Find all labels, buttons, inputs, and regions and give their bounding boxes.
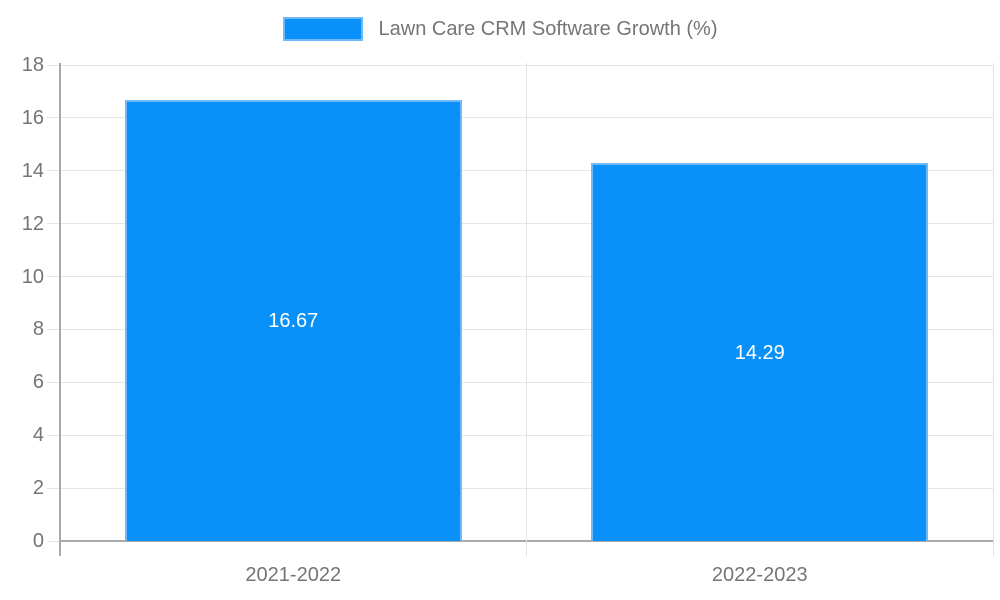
bar[interactable]: 14.29 bbox=[591, 163, 929, 541]
y-tick-mark bbox=[47, 170, 60, 172]
y-tick-label: 18 bbox=[21, 54, 44, 76]
y-tick-label: 10 bbox=[21, 265, 44, 288]
y-tick-label: 0 bbox=[32, 530, 44, 552]
x-category-label: 2022-2023 bbox=[711, 564, 808, 586]
y-tick-mark bbox=[47, 276, 60, 278]
bar[interactable]: 16.67 bbox=[124, 100, 462, 541]
y-tick-mark bbox=[47, 117, 60, 119]
y-tick-label: 4 bbox=[32, 424, 44, 447]
x-category-label: 2021-2022 bbox=[245, 564, 342, 586]
y-tick-label: 12 bbox=[21, 212, 44, 235]
y-tick-mark bbox=[47, 381, 60, 383]
category-boundary-line bbox=[526, 63, 527, 556]
legend-swatch-icon bbox=[282, 17, 363, 41]
y-tick-mark bbox=[47, 64, 60, 66]
category-boundary-line bbox=[992, 63, 994, 556]
y-tick-label: 6 bbox=[32, 371, 44, 394]
y-tick-label: 8 bbox=[32, 318, 44, 341]
y-tick-mark bbox=[47, 434, 60, 436]
y-tick-mark bbox=[47, 328, 60, 330]
y-axis-line bbox=[59, 63, 61, 556]
y-tick-label: 14 bbox=[21, 159, 44, 182]
y-tick-label: 16 bbox=[21, 106, 44, 129]
legend-label: Lawn Care CRM Software Growth (%) bbox=[378, 18, 718, 40]
y-tick-mark bbox=[47, 540, 60, 542]
y-tick-label: 2 bbox=[32, 477, 44, 500]
y-tick-mark bbox=[47, 487, 60, 489]
chart-legend-item[interactable]: Lawn Care CRM Software Growth (%) bbox=[0, 15, 1000, 43]
bar-value-label: 14.29 bbox=[734, 341, 785, 364]
y-tick-mark bbox=[47, 223, 60, 225]
bar-value-label: 16.67 bbox=[268, 310, 319, 333]
